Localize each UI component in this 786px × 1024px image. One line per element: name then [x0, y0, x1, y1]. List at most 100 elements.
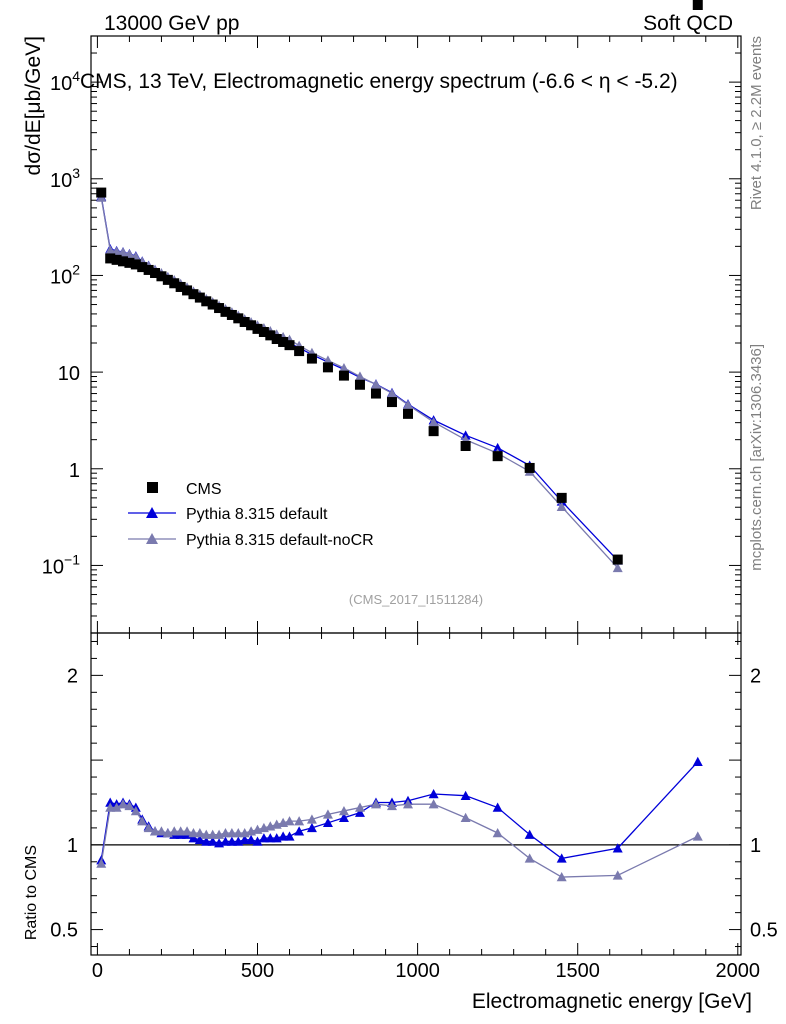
point-cms: [137, 262, 148, 273]
point-cms: [96, 187, 107, 198]
ratio-point-default: [226, 836, 237, 846]
point-cms: [386, 397, 397, 408]
point-cms: [460, 441, 471, 452]
ratio-point-default: [188, 833, 199, 843]
point-cms: [143, 264, 154, 275]
y-tick-label: 104: [50, 68, 80, 95]
ratio-point-default: [258, 833, 269, 843]
point-nocr: [402, 399, 413, 410]
ratio-point-nocr: [338, 805, 349, 816]
ratio-point-nocr: [386, 800, 397, 811]
point-nocr: [124, 249, 135, 259]
ratio-point-default: [201, 836, 212, 846]
point-cms: [524, 462, 535, 473]
ratio-point-default: [284, 831, 295, 841]
legend-marker-default: [146, 507, 158, 518]
ratio-point-default: [492, 802, 503, 812]
ratio-point-nocr: [402, 799, 413, 809]
ratio-plot-frame: [90, 632, 742, 956]
point-cms: [214, 303, 225, 314]
point-cms: [194, 292, 205, 303]
ratio-point-nocr: [460, 812, 471, 822]
ratio-point-nocr: [137, 816, 148, 826]
ratio-point-nocr: [492, 827, 503, 838]
ratio-point-default: [556, 853, 567, 863]
ratio-point-nocr: [226, 827, 237, 838]
point-default: [492, 442, 503, 453]
ratio-tick-label-right: 0.5: [750, 920, 778, 942]
ratio-point-nocr: [105, 802, 116, 812]
point-nocr: [322, 355, 333, 365]
point-cms: [258, 326, 269, 337]
point-cms: [220, 306, 231, 317]
point-cms: [278, 336, 289, 347]
legend: CMS Pythia 8.315 default Pythia 8.315 de…: [128, 481, 374, 549]
ratio-axis-ticks: [91, 633, 741, 955]
legend-label-cms: CMS: [186, 481, 222, 498]
point-cms: [111, 254, 122, 265]
ratio-tick-label: 2: [67, 665, 78, 687]
point-cms: [226, 309, 237, 320]
ratio-point-nocr: [194, 827, 205, 838]
ratio-point-default: [306, 822, 317, 833]
point-cms: [370, 388, 381, 399]
point-cms: [354, 379, 365, 390]
point-cms: [271, 334, 282, 345]
ratio-point-nocr: [150, 826, 161, 836]
point-cms: [338, 370, 349, 381]
x-tick-label: 0: [92, 960, 103, 982]
ratio-tick-label-right: 1: [750, 835, 761, 857]
ratio-point-nocr: [207, 829, 218, 839]
ratio-y-tick-labels: 0.5 0.5 1 1 2 2: [50, 665, 778, 941]
y-tick-label: 102: [50, 261, 80, 288]
point-cms: [252, 323, 263, 334]
main-axis-ticks: [91, 35, 741, 634]
ratio-point-default: [278, 831, 289, 841]
point-cms: [207, 299, 218, 310]
point-cms: [306, 353, 317, 364]
point-cms: [492, 451, 503, 462]
point-cms: [188, 289, 199, 300]
ratio-point-nocr: [306, 814, 317, 824]
ratio-point-nocr: [428, 799, 439, 809]
point-cms: [428, 426, 439, 437]
ratio-point-default: [322, 817, 333, 828]
point-cms: [246, 320, 257, 331]
ratio-point-nocr: [284, 816, 295, 826]
x-tick-label: 2000: [716, 960, 761, 982]
ratio-point-default: [354, 807, 365, 817]
ratio-point-default: [612, 843, 623, 853]
rivet-label: Rivet 4.1.0, ≥ 2.2M events: [748, 36, 765, 210]
point-nocr: [118, 247, 129, 257]
ratio-point-nocr: [182, 826, 193, 836]
main-series: [96, 0, 703, 573]
ratio-point-nocr: [692, 831, 703, 841]
chart-title: CMS, 13 TeV, Electromagnetic energy spec…: [80, 70, 678, 93]
point-nocr: [386, 388, 397, 398]
point-cms: [322, 362, 333, 373]
ratio-point-nocr: [188, 827, 199, 838]
ratio-point-default: [194, 834, 205, 845]
point-cms: [162, 274, 173, 285]
header-left: 13000 GeV pp: [104, 12, 239, 35]
point-cms: [175, 281, 186, 292]
ratio-point-default: [220, 836, 231, 846]
point-cms: [233, 313, 244, 324]
ratio-point-nocr: [175, 826, 186, 836]
point-cms: [612, 554, 623, 565]
point-cms: [182, 285, 193, 296]
analysis-id: (CMS_2017_I1511284): [349, 592, 483, 607]
ratio-point-default: [692, 756, 703, 767]
legend-marker-nocr: [146, 533, 158, 544]
ratio-point-nocr: [294, 816, 305, 826]
x-tick-labels: 0 500 1000 1500 2000: [92, 960, 760, 982]
ratio-point-default: [252, 836, 263, 846]
point-cms: [556, 492, 567, 503]
point-nocr: [105, 245, 116, 255]
point-cms: [130, 259, 141, 270]
legend-label-nocr: Pythia 8.315 default-noCR: [186, 532, 374, 549]
ratio-series: [96, 756, 703, 882]
y-axis-label: dσ/dE[μb/GeV]: [22, 36, 45, 175]
